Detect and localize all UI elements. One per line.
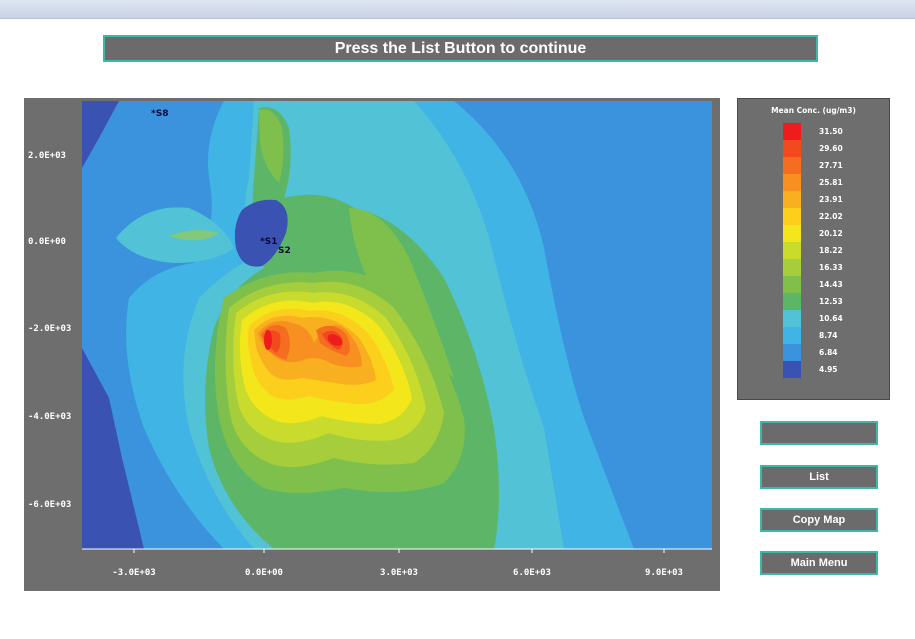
y-tick-label: 0.0E+00: [28, 237, 66, 247]
instruction-banner: Press the List Button to continue: [103, 35, 818, 62]
legend-swatch: [783, 361, 801, 378]
legend-entry: 23.91: [783, 191, 883, 208]
legend-swatch: [783, 191, 801, 208]
legend-value: 12.53: [819, 297, 843, 306]
legend-value: 27.71: [819, 161, 843, 170]
legend-swatch: [783, 123, 801, 140]
legend-entry: 4.95: [783, 361, 883, 378]
legend-value: 14.43: [819, 280, 843, 289]
legend-swatch: [783, 310, 801, 327]
legend-value: 16.33: [819, 263, 843, 272]
concentration-legend: Mean Conc. (ug/m3) 31.50 29.60 27.71 25.81 2…: [737, 98, 890, 400]
legend-swatch: [783, 225, 801, 242]
legend-value: 31.50: [819, 127, 843, 136]
legend-entry: 12.53: [783, 293, 883, 310]
legend-entry: 31.50: [783, 123, 883, 140]
legend-entry: 25.81: [783, 174, 883, 191]
y-tick-label: 2.0E+03: [28, 151, 66, 161]
legend-value: 20.12: [819, 229, 843, 238]
legend-value: 10.64: [819, 314, 843, 323]
legend-value: 22.02: [819, 212, 843, 221]
x-axis-ticks: [133, 549, 665, 553]
list-button-label: List: [809, 471, 829, 483]
legend-entry: 16.33: [783, 259, 883, 276]
legend-title: Mean Conc. (ug/m3): [771, 106, 856, 115]
legend-swatch: [783, 344, 801, 361]
source-marker: *S1: [260, 237, 278, 247]
legend-entry: 29.60: [783, 140, 883, 157]
concentration-map-panel: 2.0E+03 0.0E+00 -2.0E+03 -4.0E+03 -6.0E+…: [24, 98, 720, 591]
legend-entry: 22.02: [783, 208, 883, 225]
contour-plot-area: [82, 101, 712, 549]
source-label: S2: [278, 246, 291, 256]
legend-entry: 14.43: [783, 276, 883, 293]
legend-value: 6.84: [819, 348, 838, 357]
legend-swatch: [783, 327, 801, 344]
y-tick-label: -6.0E+03: [28, 500, 72, 510]
legend-entry: 6.84: [783, 344, 883, 361]
main-menu-button[interactable]: Main Menu: [760, 551, 878, 575]
window-top-bar: [0, 0, 915, 19]
legend-value: 4.95: [819, 365, 838, 374]
legend-value: 29.60: [819, 144, 843, 153]
legend-swatch: [783, 140, 801, 157]
legend-swatch: [783, 174, 801, 191]
source-marker: S2: [278, 246, 291, 256]
legend-entry: 10.64: [783, 310, 883, 327]
banner-text: Press the List Button to continue: [334, 39, 587, 57]
legend-entry: 8.74: [783, 327, 883, 344]
list-button[interactable]: List: [760, 465, 878, 489]
x-tick-label: 9.0E+03: [645, 568, 683, 578]
legend-swatch: [783, 276, 801, 293]
blank-button[interactable]: [760, 421, 878, 445]
legend-entry: 18.22: [783, 242, 883, 259]
legend-value: 18.22: [819, 246, 843, 255]
concentration-contour-map: [82, 101, 712, 553]
main-menu-button-label: Main Menu: [790, 557, 848, 569]
x-tick-label: 0.0E+00: [245, 568, 283, 578]
source-label: S1: [264, 237, 278, 247]
x-tick-label: 6.0E+03: [513, 568, 551, 578]
legend-swatch: [783, 242, 801, 259]
source-marker: *S8: [151, 109, 169, 119]
legend-entry: 20.12: [783, 225, 883, 242]
x-tick-label: -3.0E+03: [112, 568, 156, 578]
legend-swatch: [783, 157, 801, 174]
legend-entry: 27.71: [783, 157, 883, 174]
y-tick-label: -2.0E+03: [28, 324, 72, 334]
legend-value: 23.91: [819, 195, 843, 204]
copy-map-button[interactable]: Copy Map: [760, 508, 878, 532]
x-tick-label: 3.0E+03: [380, 568, 418, 578]
y-tick-label: -4.0E+03: [28, 412, 72, 422]
legend-value: 8.74: [819, 331, 838, 340]
legend-swatch: [783, 259, 801, 276]
source-label: S8: [155, 109, 169, 119]
copy-map-button-label: Copy Map: [792, 514, 846, 526]
legend-swatch: [783, 208, 801, 225]
legend-value: 25.81: [819, 178, 843, 187]
legend-swatch: [783, 293, 801, 310]
